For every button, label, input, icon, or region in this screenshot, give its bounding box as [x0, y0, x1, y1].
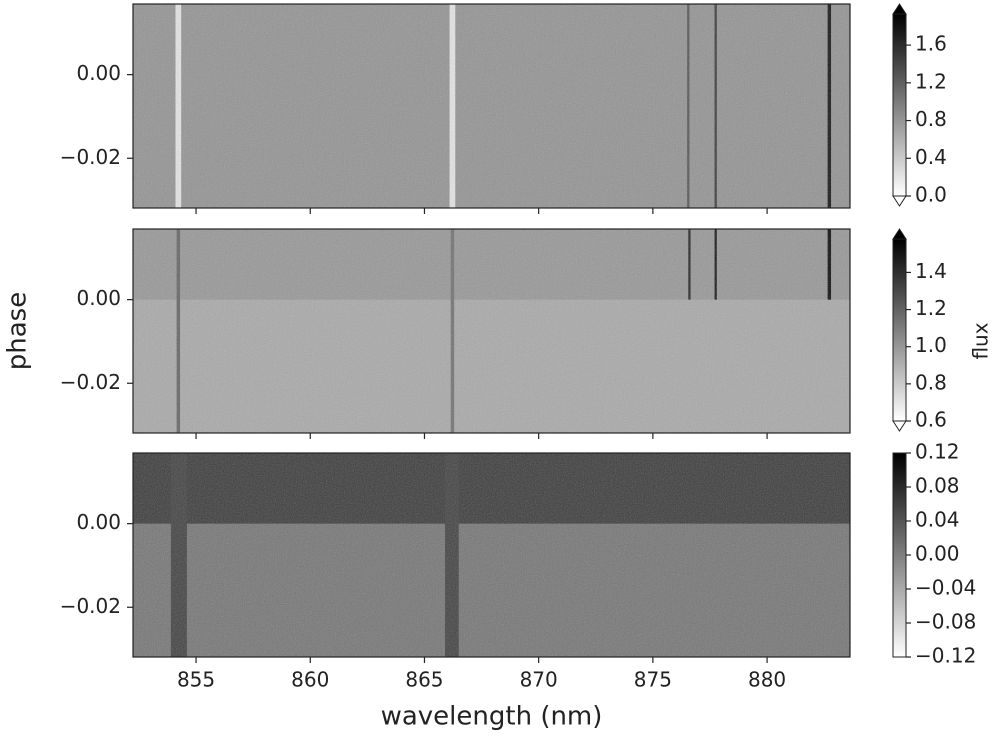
axes-frame — [132, 3, 851, 209]
colorbar-tick-label: 1.6 — [915, 32, 947, 56]
heatmap-panel — [133, 4, 850, 208]
x-tick-label: 865 — [405, 668, 443, 692]
colorbar — [892, 452, 907, 658]
colorbar-tick-label: 0.04 — [915, 508, 960, 532]
colorbar-tick-label: 1.4 — [915, 259, 947, 283]
colorbar-tick-label: 1.0 — [915, 333, 947, 357]
axes-frame — [132, 228, 851, 434]
x-tick-label: 855 — [177, 668, 215, 692]
axes-frame — [132, 452, 851, 658]
heatmap-panel — [133, 229, 850, 433]
colorbar — [892, 238, 907, 422]
colorbar-tick-label: −0.08 — [915, 610, 976, 634]
colorbar-tick-label: 0.00 — [915, 542, 960, 566]
x-tick-label: 880 — [748, 668, 786, 692]
colorbar-tick-label: 0.6 — [915, 408, 947, 432]
colorbar-tick-label: 0.8 — [915, 107, 947, 131]
heatmap-panel — [133, 453, 850, 657]
colorbar-tick-label: −0.04 — [915, 576, 976, 600]
colorbar-tick-label: 0.08 — [915, 474, 960, 498]
noise-texture — [133, 453, 850, 657]
colorbar-tick-label: 1.2 — [915, 296, 947, 320]
colorbar-tick-label: 0.12 — [915, 440, 960, 464]
colorbar — [892, 13, 907, 197]
x-axis-label: wavelength (nm) — [381, 702, 603, 732]
y-axis-label: phase — [3, 292, 33, 370]
colorbar-extend-bottom — [892, 195, 907, 207]
y-tick-label: −0.02 — [60, 145, 121, 169]
colorbar-extend-bottom — [892, 420, 907, 432]
x-tick-label: 870 — [520, 668, 558, 692]
y-tick-label: 0.00 — [76, 510, 121, 534]
colorbar-extend-top — [892, 3, 907, 15]
colorbar-tick-label: 0.4 — [915, 145, 947, 169]
colorbar-tick-label: 0.8 — [915, 370, 947, 394]
y-tick-label: −0.02 — [60, 594, 121, 618]
noise-texture — [133, 229, 850, 433]
colorbar-tick-label: −0.12 — [915, 644, 976, 668]
x-tick-label: 875 — [634, 668, 672, 692]
colorbar-tick-label: 1.2 — [915, 69, 947, 93]
y-tick-label: 0.00 — [76, 286, 121, 310]
colorbar-extend-top — [892, 228, 907, 240]
y-tick-label: −0.02 — [60, 370, 121, 394]
y-tick-label: 0.00 — [76, 61, 121, 85]
colorbar-label: flux — [969, 322, 993, 359]
colorbar-tick-label: 0.0 — [915, 183, 947, 207]
x-tick-label: 860 — [291, 668, 329, 692]
noise-texture — [133, 4, 850, 208]
